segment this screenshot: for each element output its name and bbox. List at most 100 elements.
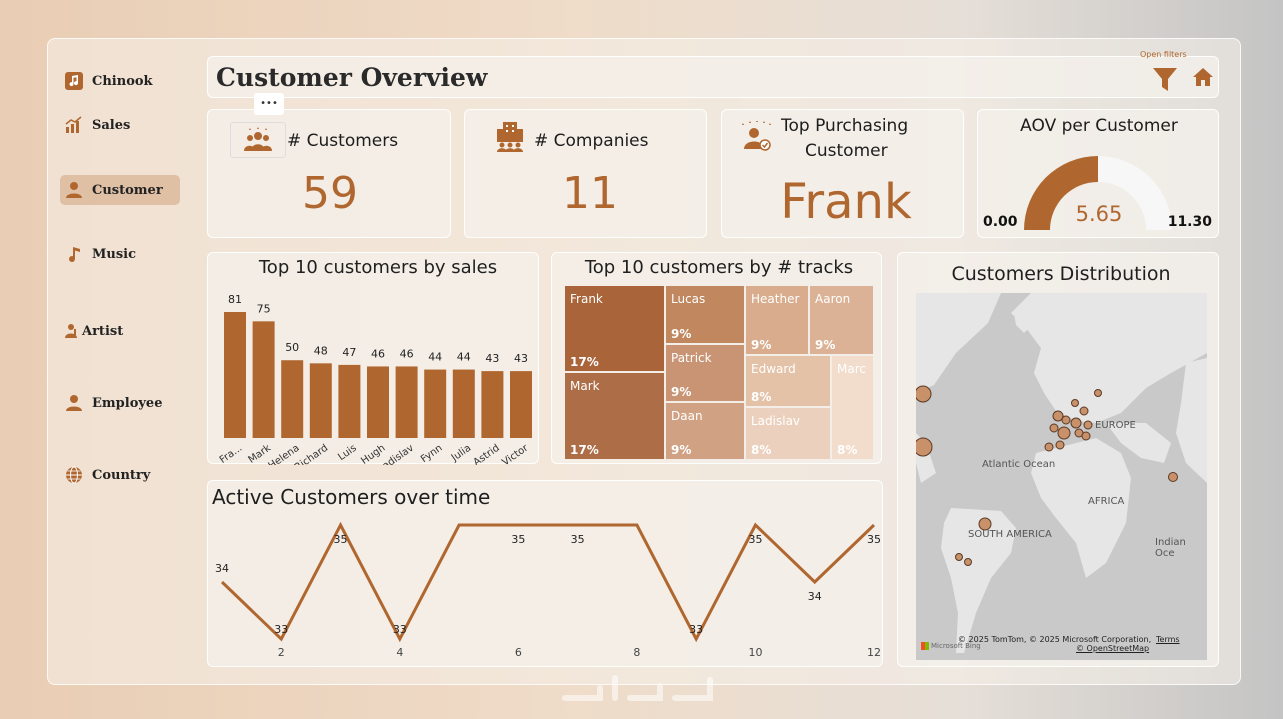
bar-data-label: 75 bbox=[257, 302, 271, 315]
bar-data-label: 43 bbox=[485, 352, 499, 365]
bar-ladislav[interactable] bbox=[395, 366, 418, 438]
map-terms-link[interactable]: Terms bbox=[1156, 635, 1180, 644]
bar-hugh[interactable] bbox=[367, 366, 389, 438]
chart-title: Top 10 customers by # tracks bbox=[584, 257, 854, 278]
kpi-label: # Customers bbox=[287, 131, 399, 151]
map-bubble bbox=[1071, 399, 1079, 407]
map-bubble bbox=[1079, 406, 1089, 416]
kpi-label: # Companies bbox=[534, 131, 649, 151]
bar-data-label: 48 bbox=[314, 344, 328, 357]
globe-icon bbox=[64, 465, 84, 485]
map-label-africa: AFRICA bbox=[1088, 496, 1125, 507]
bar-data-label: 44 bbox=[428, 351, 442, 364]
treemap-cell-aaron[interactable]: Aaron 9% bbox=[810, 286, 873, 354]
kpi-value: Frank bbox=[780, 174, 912, 230]
sidebar-item-label: Country bbox=[92, 467, 151, 483]
treemap-cell-heather[interactable]: Heather 9% bbox=[746, 286, 808, 354]
page-title: Customer Overview bbox=[216, 63, 488, 92]
map-bubble bbox=[1044, 442, 1054, 452]
bar-chart-card: Top 10 customers by sales 81 Fra... 75 Mark… bbox=[207, 252, 539, 465]
person-icon bbox=[64, 180, 84, 200]
sidebar-item-chinook[interactable]: Chinook bbox=[60, 66, 153, 96]
treemap-cell-frank[interactable]: Frank 17% bbox=[565, 286, 664, 371]
bar-luis[interactable] bbox=[338, 364, 361, 438]
kpi-card-top-customer: Top Purchasing Customer Frank bbox=[721, 109, 964, 238]
map-bubble bbox=[916, 437, 933, 457]
treemap-card: Top 10 customers by # tracks Frank 17% Ma… bbox=[551, 252, 882, 464]
treemap-cell-lucas[interactable]: Lucas 9% bbox=[666, 286, 744, 343]
treemap-cell-marc[interactable]: Marc 8% bbox=[832, 356, 873, 459]
kpi-label-line2: Customer bbox=[805, 141, 888, 161]
bar-julia[interactable] bbox=[452, 369, 475, 438]
customer-rating-icon bbox=[738, 120, 774, 155]
bar-category-label: Victor bbox=[500, 442, 531, 465]
map-bubble bbox=[1168, 472, 1178, 482]
bar-victor[interactable] bbox=[510, 371, 532, 438]
chart-title: Top 10 customers by sales bbox=[258, 257, 498, 278]
sidebar-item-country[interactable]: Country bbox=[60, 460, 150, 490]
line-data-label: 33 bbox=[393, 623, 407, 636]
line-data-label: 33 bbox=[689, 623, 703, 636]
group-icon bbox=[230, 122, 286, 158]
map-bubble bbox=[1057, 426, 1071, 440]
line-chart-card: Active Customers over time 34 33 35 33 35 35 3… bbox=[207, 480, 883, 667]
kpi-value: 59 bbox=[302, 168, 358, 219]
kpi-value: 11 bbox=[562, 168, 618, 219]
map-bubble bbox=[1061, 415, 1071, 425]
map-osm-link[interactable]: © OpenStreetMap bbox=[1076, 644, 1150, 653]
map-label-south-america: SOUTH AMERICA bbox=[968, 529, 1052, 540]
line-data-label: 35 bbox=[867, 533, 881, 546]
map-bubble bbox=[1049, 423, 1059, 433]
kpi-card-customers: # Customers 59 bbox=[207, 109, 451, 238]
line-data-label: 35 bbox=[748, 533, 762, 546]
bar-astrid[interactable] bbox=[481, 371, 504, 438]
gauge-max: 11.30 bbox=[1167, 214, 1212, 230]
filter-icon[interactable] bbox=[1152, 66, 1178, 98]
treemap-cell-edward[interactable]: Edward 8% bbox=[746, 356, 830, 406]
bar-category-label: Luis bbox=[336, 443, 358, 463]
sidebar-item-artist[interactable]: Artist bbox=[60, 316, 123, 346]
sidebar-item-label: Employee bbox=[92, 395, 163, 411]
customers-map[interactable]: EUROPE Atlantic Ocean AFRICA SOUTH AMERI… bbox=[916, 293, 1207, 660]
sidebar-item-sales[interactable]: Sales bbox=[60, 110, 130, 140]
gauge-fill bbox=[1024, 156, 1098, 230]
bar-chart: 81Fra...75Mark50Helena48Richard47Luis46H… bbox=[218, 293, 532, 465]
sidebar-item-label: Sales bbox=[92, 117, 131, 133]
series-line[interactable] bbox=[220, 521, 876, 643]
bar-richard[interactable] bbox=[309, 363, 332, 438]
map-bubble bbox=[1070, 417, 1082, 429]
microsoft-bing-logo: Microsoft Bing bbox=[921, 642, 981, 650]
bar-helena[interactable] bbox=[281, 360, 304, 438]
sidebar-item-label: Music bbox=[92, 246, 137, 262]
map-bubble bbox=[1083, 420, 1093, 430]
line-data-label: 35 bbox=[571, 533, 585, 546]
sidebar-item-customer[interactable]: Customer bbox=[60, 175, 180, 205]
x-tick-label: 10 bbox=[748, 646, 762, 659]
map-card: Customers Distribution EUROPE Atlantic O… bbox=[897, 252, 1219, 667]
bar-data-label: 47 bbox=[342, 346, 356, 359]
treemap-cell-ladislav[interactable]: Ladislav 8% bbox=[746, 408, 830, 459]
map-bubbles bbox=[916, 385, 1178, 566]
bar-chart-icon bbox=[64, 115, 84, 135]
bar-data-label: 46 bbox=[371, 347, 385, 360]
bar-fra[interactable] bbox=[224, 312, 246, 438]
sidebar-item-music[interactable]: Music bbox=[60, 239, 136, 269]
bar-fynn[interactable] bbox=[424, 369, 447, 438]
more-options-button[interactable]: ••• bbox=[254, 93, 284, 115]
line-data-label: 34 bbox=[215, 562, 229, 575]
treemap-cell-mark[interactable]: Mark 17% bbox=[565, 373, 664, 459]
treemap-cell-daan[interactable]: Daan 9% bbox=[666, 403, 744, 459]
kpi-label: AOV per Customer bbox=[1020, 116, 1178, 136]
kpi-card-companies: # Companies 11 bbox=[464, 109, 707, 238]
bar-category-label: Fra... bbox=[218, 443, 245, 465]
line-data-label: 33 bbox=[274, 623, 288, 636]
bar-data-label: 46 bbox=[400, 347, 414, 360]
home-icon[interactable] bbox=[1192, 67, 1214, 91]
bar-mark[interactable] bbox=[252, 321, 275, 438]
aov-gauge bbox=[1024, 156, 1172, 230]
person-icon bbox=[64, 393, 84, 413]
music-note-icon bbox=[64, 71, 84, 91]
building-icon bbox=[493, 120, 527, 156]
treemap-cell-patrick[interactable]: Patrick 9% bbox=[666, 345, 744, 401]
sidebar-item-employee[interactable]: Employee bbox=[60, 388, 162, 418]
